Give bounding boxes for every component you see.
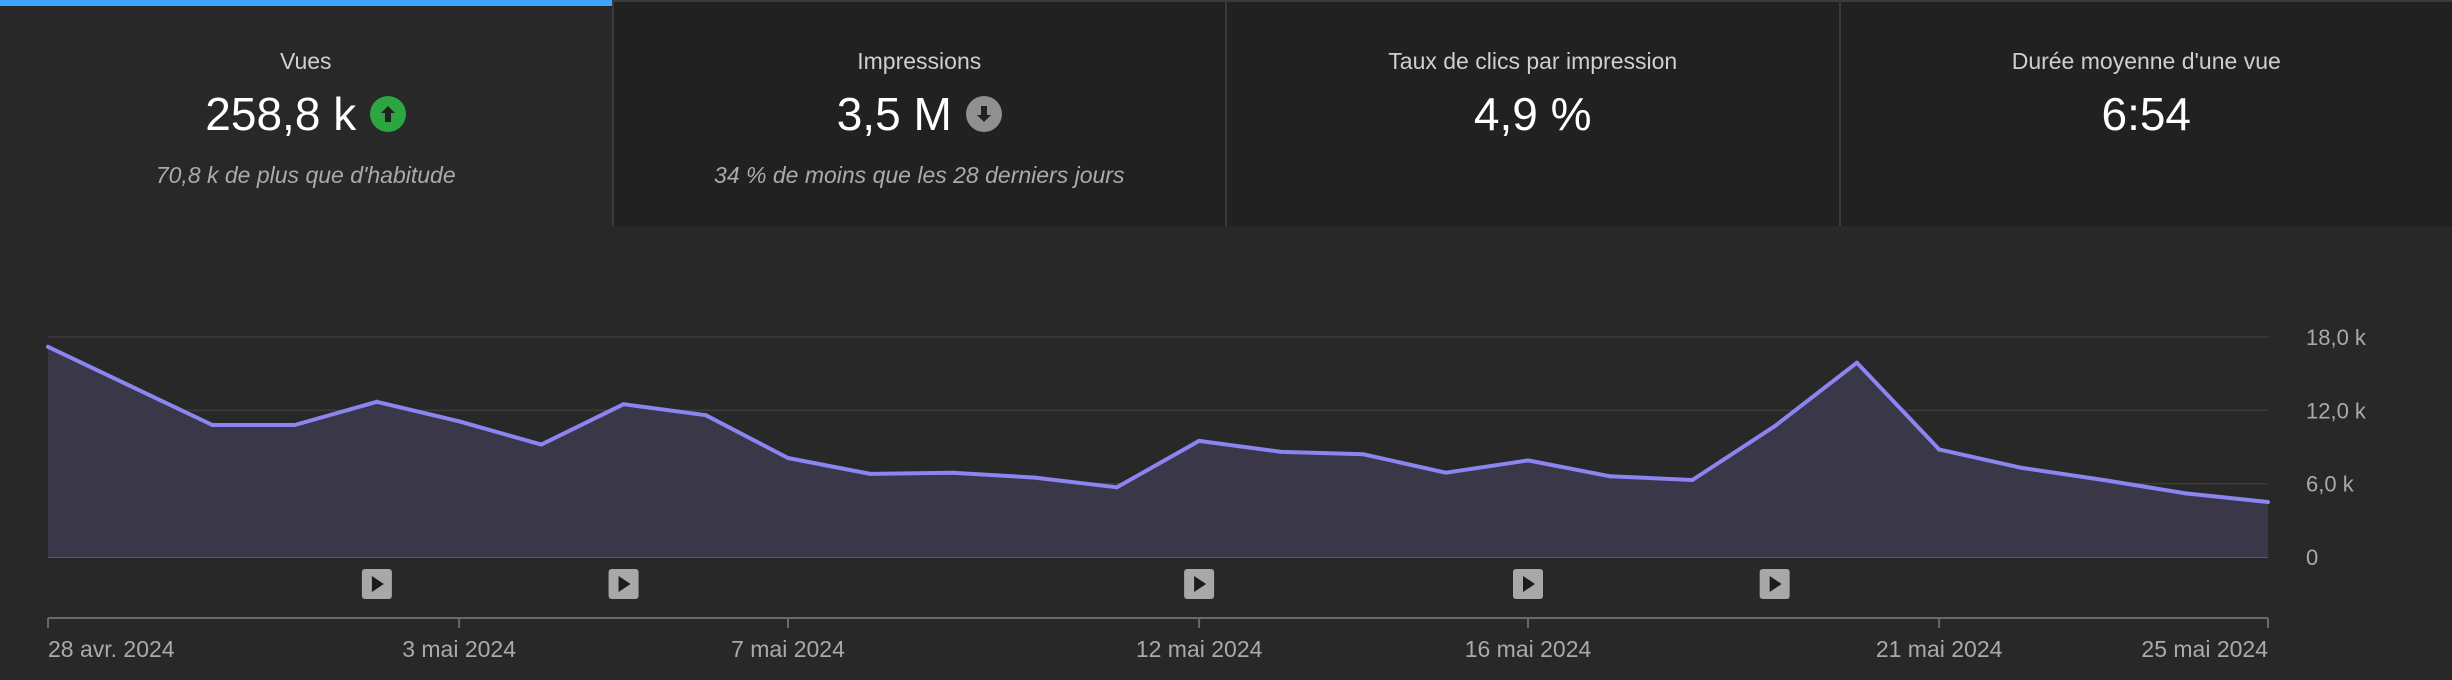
data-point bbox=[2101, 478, 2106, 482]
x-tick-label: 21 mai 2024 bbox=[1876, 636, 2003, 662]
metric-value: 4,9 % bbox=[1473, 88, 1592, 140]
video-marker[interactable] bbox=[608, 569, 639, 599]
metric-label: Taux de clics par impression bbox=[1388, 48, 1678, 74]
data-point bbox=[46, 344, 50, 349]
views-chart: 0 6,0 k 12,0 k 18,0 k 28 avr. 2024 3 mai 202… bbox=[46, 325, 2367, 662]
data-point bbox=[1443, 470, 1448, 475]
video-marker[interactable] bbox=[1759, 569, 1790, 599]
play-icon bbox=[1194, 576, 1207, 592]
x-tick-label: 28 avr. 2024 bbox=[48, 636, 175, 662]
data-point bbox=[2019, 465, 2024, 470]
data-point bbox=[1279, 449, 1284, 454]
arrow-up-icon bbox=[370, 96, 407, 132]
metric-value: 3,5 M bbox=[836, 88, 952, 140]
metric-label: Vues bbox=[279, 48, 332, 74]
data-point bbox=[621, 402, 626, 407]
data-point bbox=[1772, 424, 1777, 429]
metric-value: 6:54 bbox=[2101, 88, 2192, 140]
data-point bbox=[950, 470, 955, 475]
y-tick-label: 18,0 k bbox=[2306, 325, 2367, 350]
data-point bbox=[2266, 500, 2270, 504]
data-point bbox=[128, 383, 133, 388]
data-point bbox=[1114, 485, 1119, 490]
play-icon bbox=[1769, 576, 1782, 592]
metric-tab-avg-view-duration[interactable]: Durée moyenne d'une vue 6:54 bbox=[1838, 2, 2452, 226]
data-point bbox=[292, 423, 297, 427]
metric-value: 258,8 k bbox=[205, 88, 357, 140]
play-icon bbox=[618, 576, 631, 592]
data-point bbox=[374, 399, 379, 404]
y-tick-label: 6,0 k bbox=[2306, 472, 2355, 497]
metric-value-row: 4,9 % bbox=[1227, 86, 1839, 142]
data-point bbox=[1526, 458, 1530, 463]
video-marker[interactable] bbox=[1184, 569, 1215, 599]
metric-value-row: 3,5 M bbox=[614, 86, 1226, 142]
y-tick-label: 12,0 k bbox=[2306, 398, 2367, 423]
x-tick-label: 3 mai 2024 bbox=[402, 636, 516, 662]
data-point bbox=[703, 413, 708, 418]
arrow-down-icon bbox=[965, 96, 1002, 132]
metric-label: Impressions bbox=[857, 48, 982, 74]
series-line bbox=[47, 344, 2269, 504]
x-tick-label: 7 mai 2024 bbox=[731, 636, 845, 662]
data-points bbox=[46, 344, 2270, 504]
y-tick-label: 0 bbox=[2306, 545, 2318, 570]
data-point bbox=[1361, 452, 1366, 457]
data-point bbox=[210, 423, 215, 427]
data-point bbox=[1608, 474, 1613, 479]
x-tick-label: 25 mai 2024 bbox=[2141, 636, 2268, 662]
x-axis: 28 avr. 2024 3 mai 2024 7 mai 2024 12 mai 2… bbox=[47, 618, 2269, 662]
metric-value-row: 258,8 k bbox=[0, 86, 612, 142]
data-point bbox=[1854, 360, 1859, 365]
data-point bbox=[786, 456, 790, 460]
data-point bbox=[539, 442, 544, 447]
data-point bbox=[868, 471, 873, 476]
metric-subtitle: 70,8 k de plus que d'habitude bbox=[155, 162, 456, 188]
x-tick-label: 16 mai 2024 bbox=[1465, 636, 1592, 662]
metric-subtitle: 34 % de moins que les 28 derniers jours bbox=[714, 162, 1125, 188]
metric-tab-views[interactable]: Vues 258,8 k 70,8 k de plus que d'habitu… bbox=[0, 0, 612, 226]
data-point bbox=[1937, 447, 1942, 452]
play-icon bbox=[371, 576, 384, 592]
video-marker[interactable] bbox=[1513, 569, 1543, 599]
x-tick-label: 12 mai 2024 bbox=[1136, 636, 1263, 662]
metric-value-row: 6:54 bbox=[1841, 86, 2452, 142]
metric-label: Durée moyenne d'une vue bbox=[2011, 48, 2281, 74]
data-point bbox=[1197, 438, 1202, 443]
video-markers bbox=[361, 569, 1790, 599]
metric-tab-ctr[interactable]: Taux de clics par impression 4,9 % bbox=[1225, 2, 1839, 226]
data-point bbox=[1690, 478, 1695, 482]
data-point bbox=[2183, 491, 2188, 496]
video-marker[interactable] bbox=[361, 569, 392, 599]
data-point bbox=[1032, 475, 1037, 480]
play-icon bbox=[1523, 576, 1535, 592]
data-point bbox=[457, 419, 462, 424]
metric-tab-impressions[interactable]: Impressions 3,5 M 34 % de moins que les … bbox=[611, 2, 1226, 226]
series-area bbox=[48, 346, 2268, 557]
metric-tabs: Vues 258,8 k 70,8 k de plus que d'habitu… bbox=[0, 0, 2452, 226]
y-axis: 0 6,0 k 12,0 k 18,0 k bbox=[2306, 325, 2367, 570]
